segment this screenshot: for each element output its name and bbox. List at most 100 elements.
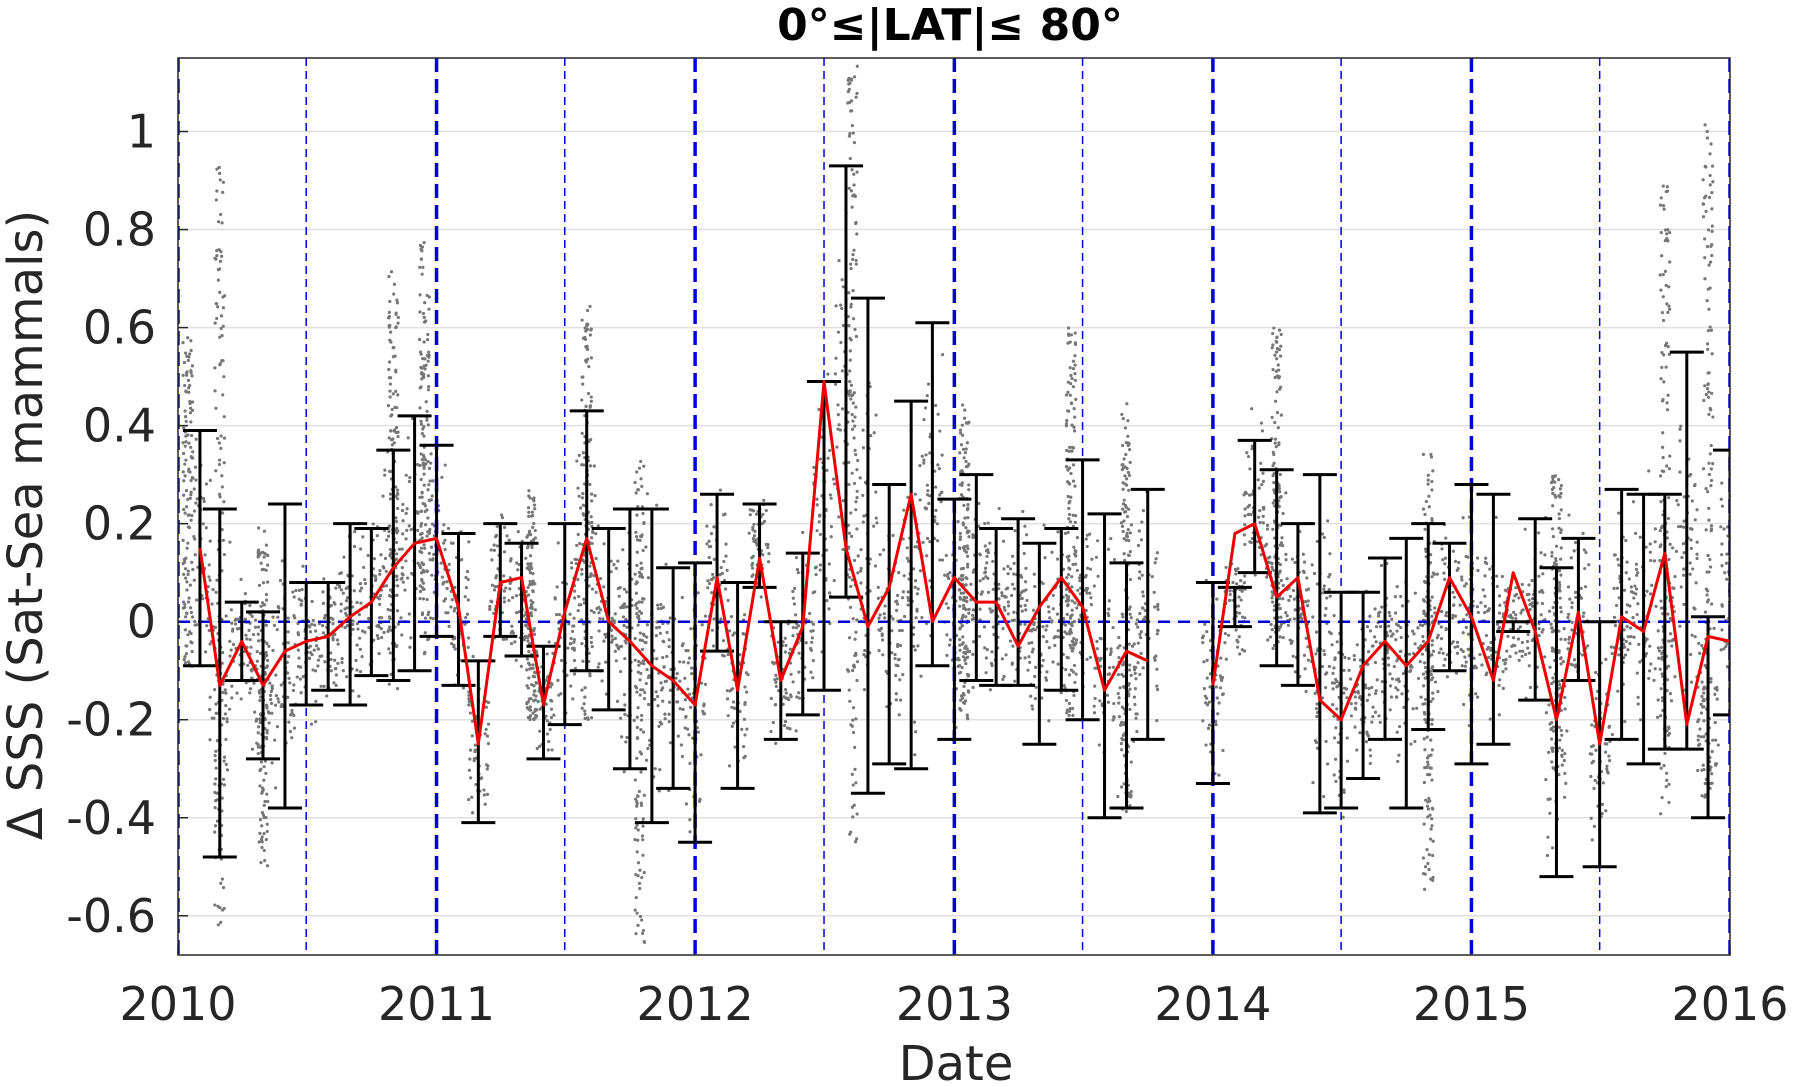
data-point (783, 650, 788, 654)
data-point (1206, 726, 1211, 730)
data-point (1567, 513, 1571, 517)
data-point (668, 616, 672, 620)
data-point (548, 727, 552, 732)
data-point (1401, 671, 1406, 676)
data-point (849, 262, 853, 266)
data-point (894, 608, 899, 612)
data-point (334, 683, 338, 688)
data-point (1097, 743, 1101, 747)
data-point (204, 526, 208, 530)
data-point (1348, 677, 1353, 681)
data-point (400, 633, 404, 637)
data-point (183, 351, 188, 355)
data-point (183, 661, 187, 665)
data-point (852, 172, 856, 176)
data-point (593, 494, 597, 498)
data-point (403, 588, 407, 592)
data-point (527, 568, 532, 572)
data-point (1635, 612, 1639, 617)
data-point (258, 831, 262, 835)
data-point (997, 597, 1001, 601)
data-point (684, 802, 689, 806)
data-point (221, 359, 225, 363)
data-point (190, 560, 194, 564)
data-point (1673, 574, 1677, 579)
data-point (266, 799, 270, 804)
data-point (1133, 702, 1137, 707)
data-point (394, 311, 398, 315)
data-point (1265, 523, 1270, 528)
data-point (829, 496, 833, 500)
data-point (855, 618, 859, 622)
data-point (557, 612, 562, 617)
data-point (1215, 597, 1219, 601)
data-point (1266, 638, 1270, 642)
data-point (809, 620, 813, 624)
data-point (639, 459, 643, 464)
data-point (1388, 672, 1392, 676)
data-point (615, 699, 620, 703)
data-point (486, 722, 491, 726)
data-point (1459, 647, 1463, 652)
data-point (587, 584, 591, 588)
data-point (986, 590, 991, 594)
data-point (468, 748, 473, 752)
data-point (1387, 663, 1391, 667)
data-point (265, 642, 269, 646)
data-point (1327, 664, 1332, 669)
data-point (732, 706, 737, 710)
data-point (310, 599, 314, 604)
data-point (1514, 613, 1518, 617)
data-point (215, 436, 220, 441)
data-point (623, 712, 627, 716)
data-point (1138, 632, 1142, 636)
data-point (538, 744, 542, 748)
data-point (688, 830, 692, 834)
data-point (218, 495, 222, 499)
data-point (1335, 685, 1339, 689)
data-point (464, 586, 469, 590)
data-point (516, 529, 520, 534)
data-point (1341, 815, 1345, 819)
data-point (846, 101, 850, 105)
data-point (1022, 551, 1026, 556)
data-point (640, 639, 645, 643)
data-point (426, 359, 430, 363)
data-point (1517, 658, 1521, 662)
data-point (186, 600, 191, 604)
data-point (273, 703, 278, 707)
y-axis-title: Δ SSS (Sat-Sea mammals) (0, 210, 54, 840)
data-point (545, 719, 549, 723)
data-point (253, 625, 258, 629)
data-point (610, 634, 614, 638)
data-point (1574, 595, 1578, 600)
data-point (473, 749, 477, 754)
data-point (1117, 701, 1121, 705)
data-point (646, 746, 650, 751)
data-point (1156, 628, 1160, 633)
data-point (492, 543, 496, 547)
data-point (978, 579, 982, 583)
data-point (1610, 732, 1614, 737)
data-point (265, 580, 270, 584)
data-point (297, 588, 301, 593)
data-point (1323, 685, 1328, 690)
data-point (1548, 811, 1552, 815)
data-point (1116, 794, 1120, 799)
data-point (818, 513, 822, 517)
data-point (637, 466, 642, 470)
data-point (1699, 735, 1703, 739)
data-point (971, 608, 975, 612)
data-point (252, 681, 256, 685)
data-point (1000, 591, 1004, 595)
data-point (817, 520, 821, 524)
data-point (709, 532, 714, 536)
data-point (916, 587, 920, 591)
data-point (190, 408, 195, 413)
data-point (966, 546, 970, 551)
data-point (183, 409, 187, 413)
data-point (634, 873, 638, 877)
data-point (274, 693, 279, 698)
data-point (988, 607, 992, 611)
data-point (1479, 601, 1483, 605)
